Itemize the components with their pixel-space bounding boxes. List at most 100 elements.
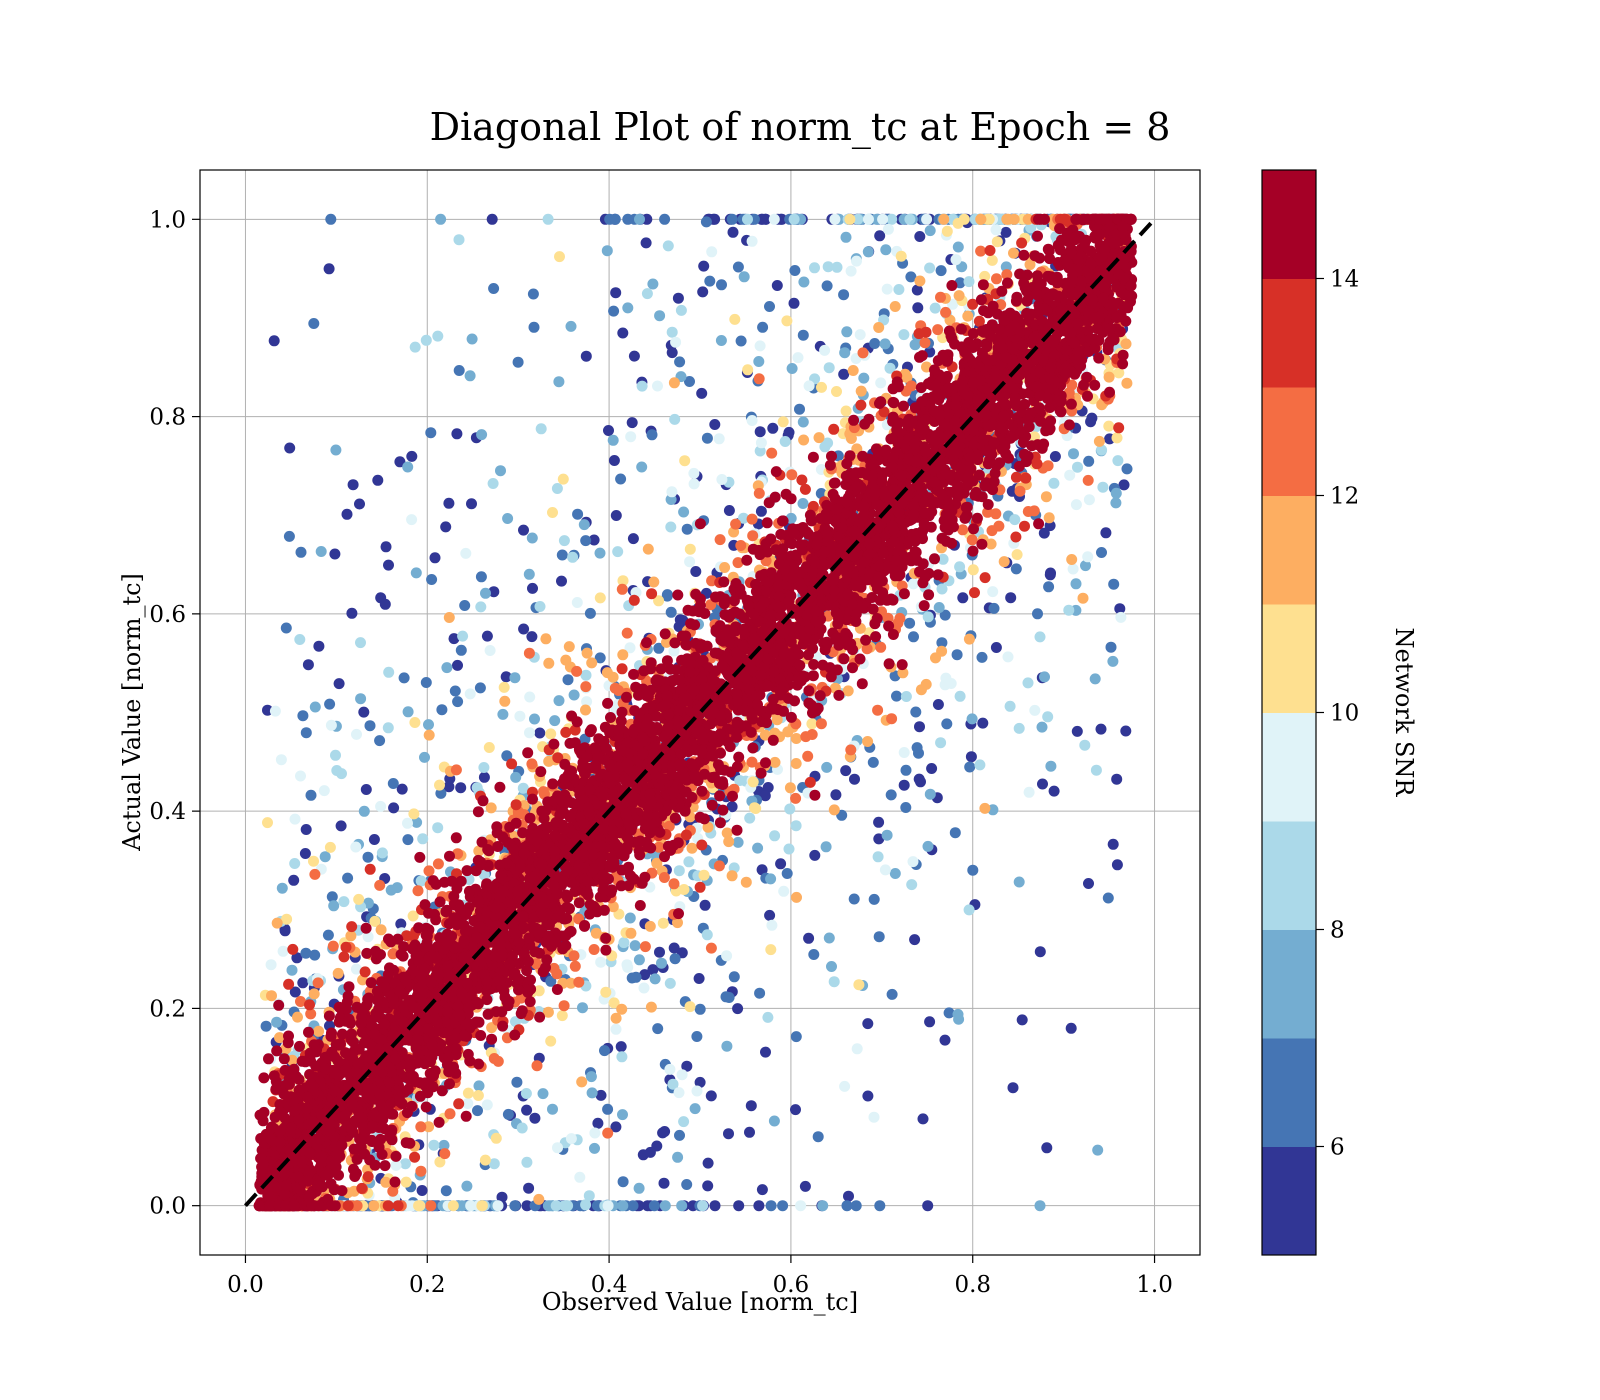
scatter-point: [388, 802, 400, 814]
scatter-point: [295, 996, 306, 1007]
scatter-point: [935, 291, 946, 303]
scatter-point: [709, 1200, 721, 1212]
scatter-point: [799, 1180, 811, 1192]
scatter-point: [434, 1156, 446, 1168]
scatter-point: [713, 860, 725, 872]
scatter-point: [789, 265, 801, 276]
scatter-point: [1042, 460, 1054, 472]
scatter-point: [289, 858, 301, 869]
scatter-point: [1045, 760, 1057, 772]
scatter-point: [716, 279, 727, 291]
scatter-point: [807, 500, 819, 512]
scatter-point: [607, 901, 619, 913]
scatter-point: [797, 416, 809, 428]
scatter-point: [411, 816, 423, 828]
scatter-point: [342, 1200, 354, 1212]
scatter-point: [851, 443, 863, 455]
scatter-point: [754, 426, 766, 438]
scatter-point: [274, 1032, 285, 1044]
scatter-point: [518, 623, 530, 635]
scatter-point: [881, 829, 893, 841]
scatter-point: [300, 824, 312, 835]
scatter-point: [394, 456, 406, 468]
scatter-point: [759, 790, 771, 802]
scatter-point: [618, 937, 630, 949]
scatter-point: [291, 952, 303, 964]
scatter-point: [765, 1200, 777, 1212]
scatter-point: [723, 1128, 734, 1140]
scatter-point: [788, 213, 800, 225]
scatter-point: [732, 557, 744, 569]
scatter-point: [452, 696, 464, 708]
scatter-point: [848, 414, 860, 426]
scatter-point: [911, 284, 923, 296]
scatter-point: [664, 1063, 676, 1075]
scatter-point: [923, 589, 935, 601]
scatter-point: [1025, 222, 1037, 234]
scatter-point: [634, 213, 645, 225]
scatter-point: [1033, 518, 1045, 530]
scatter-point: [855, 399, 867, 411]
scatter-point: [764, 909, 776, 921]
scatter-point: [826, 961, 837, 972]
scatter-point: [838, 289, 850, 301]
scatter-point: [933, 602, 945, 613]
scatter-point: [661, 636, 672, 648]
scatter-point: [840, 231, 852, 243]
scatter-point: [679, 455, 691, 467]
scatter-point: [368, 1200, 380, 1212]
scatter-point: [527, 288, 539, 300]
scatter-point: [974, 759, 986, 771]
scatter-point: [540, 962, 551, 974]
scatter-point: [990, 224, 1002, 236]
scatter-point: [387, 948, 399, 960]
scatter-point: [732, 1003, 744, 1015]
scatter-point: [753, 487, 765, 499]
scatter-point: [642, 543, 654, 555]
scatter-point: [726, 801, 738, 813]
scatter-point: [423, 1121, 435, 1133]
scatter-point: [269, 705, 281, 717]
scatter-point: [657, 917, 669, 929]
scatter-point: [283, 978, 295, 990]
scatter-point: [914, 231, 926, 242]
scatter-point: [744, 1126, 755, 1138]
scatter-point: [909, 934, 921, 946]
scatter-point: [275, 754, 287, 766]
scatter-point: [690, 566, 702, 577]
scatter-point: [398, 672, 410, 684]
scatter-point: [967, 864, 979, 876]
scatter-point: [886, 713, 898, 725]
scatter-point: [821, 280, 833, 292]
scatter-point: [543, 657, 555, 669]
scatter-point: [599, 1045, 610, 1057]
scatter-point: [626, 417, 638, 429]
scatter-point: [633, 1182, 645, 1194]
scatter-point: [882, 223, 894, 235]
scatter-point: [829, 213, 841, 225]
scatter-point: [488, 1158, 500, 1170]
scatter-point: [588, 534, 600, 546]
scatter-point: [608, 455, 620, 466]
scatter-point: [1002, 651, 1014, 663]
scatter-point: [331, 765, 343, 776]
scatter-point: [797, 498, 809, 509]
scatter-point: [698, 869, 710, 881]
scatter-point: [940, 306, 952, 318]
scatter-point: [460, 547, 472, 559]
scatter-point: [750, 803, 762, 814]
scatter-point: [556, 549, 568, 561]
scatter-point: [885, 789, 897, 801]
scatter-point: [600, 944, 612, 956]
scatter-point: [798, 434, 810, 446]
scatter-point: [738, 512, 749, 524]
scatter-point: [553, 695, 565, 707]
scatter-point: [565, 1133, 577, 1145]
scatter-point: [694, 1076, 706, 1088]
scatter-point: [738, 271, 750, 283]
scatter-point: [652, 380, 663, 392]
scatter-point: [778, 885, 790, 897]
scatter-point: [726, 870, 738, 882]
scatter-point: [886, 213, 898, 225]
scatter-point: [790, 733, 802, 744]
